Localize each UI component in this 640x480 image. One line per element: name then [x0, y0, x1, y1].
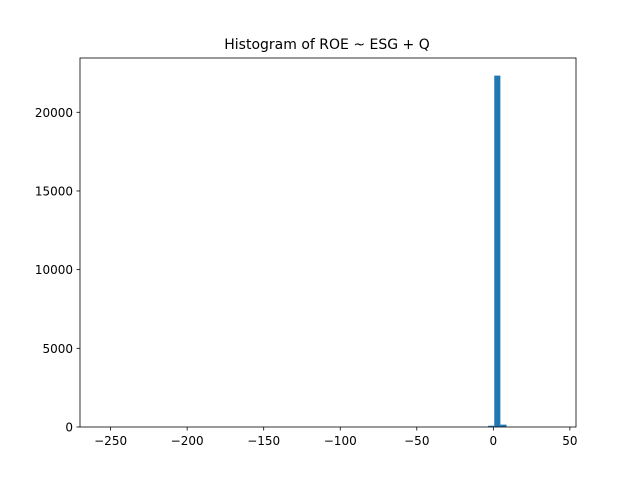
x-axis: −250 −200 −150 −100 −50 0 50	[94, 427, 578, 448]
y-tick-label: 5000	[42, 342, 73, 356]
x-tick-label: −50	[404, 434, 429, 448]
histogram-bar-2	[500, 424, 507, 427]
x-tick-label: −200	[171, 434, 204, 448]
x-tick-label: −250	[94, 434, 127, 448]
x-tick-label: −100	[324, 434, 357, 448]
chart-title: Histogram of ROE ~ ESG + Q	[224, 37, 429, 53]
plot-frame	[79, 57, 577, 428]
y-tick-label: 10000	[35, 263, 73, 277]
histogram-bar-1	[494, 75, 501, 428]
x-tick-label: 50	[562, 434, 577, 448]
x-tick-label: 0	[490, 434, 498, 448]
y-tick-label: 20000	[35, 106, 73, 120]
x-tick-label: −150	[247, 434, 280, 448]
bars-group	[488, 75, 507, 428]
y-tick-label: 15000	[35, 184, 73, 198]
y-tick-label: 0	[65, 421, 73, 435]
histogram-bar-0	[488, 425, 495, 427]
y-axis: 0 5000 10000 15000 20000	[35, 106, 80, 435]
